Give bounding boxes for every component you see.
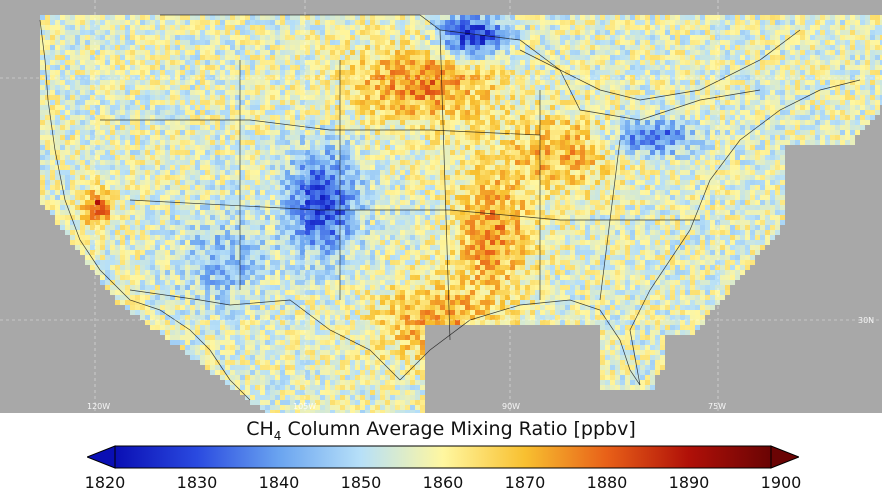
colorbar-title-subscript: 4 — [273, 428, 282, 443]
colorbar-low-extend-arrow — [87, 445, 116, 469]
us-coastline-west — [39, 19, 251, 401]
map-canvas — [0, 0, 882, 413]
graticule-label-90w: 90W — [502, 402, 521, 411]
colorbar-high-extend-arrow — [770, 445, 799, 469]
us-coastline-east — [629, 79, 861, 386]
graticule-label-75w: 75W — [708, 402, 727, 411]
graticule-label-105w: 105W — [293, 402, 317, 411]
great-lakes — [519, 49, 761, 121]
colorbar-tick-1840: 1840 — [258, 473, 300, 492]
colorbar-tick-1900: 1900 — [760, 473, 802, 492]
colorbar-title-prefix: CH — [246, 418, 274, 440]
colorbar — [87, 445, 799, 469]
us-mexico-border — [129, 289, 401, 381]
colorbar-title: CH4 Column Average Mixing Ratio [ppbv] — [0, 418, 882, 443]
colorbar-title-suffix: Column Average Mixing Ratio [ppbv] — [281, 418, 636, 440]
state-line — [439, 29, 451, 341]
graticule-label-30n: 30N — [858, 316, 875, 325]
state-line — [599, 139, 621, 301]
colorbar-tick-1860: 1860 — [422, 473, 464, 492]
graticule — [0, 0, 882, 413]
graticule-label-120w: 120W — [87, 402, 111, 411]
colorbar-tick-1880: 1880 — [586, 473, 628, 492]
colorbar-tick-1890: 1890 — [668, 473, 710, 492]
colorbar-gradient-bar — [114, 445, 772, 469]
colorbar-tick-1870: 1870 — [504, 473, 546, 492]
gulf-coast — [399, 299, 641, 386]
state-line — [100, 119, 541, 136]
methane-map: 120W 105W 90W 75W 30N — [0, 0, 882, 413]
state-line — [129, 199, 700, 221]
colorbar-tick-1820: 1820 — [84, 473, 126, 492]
state-boundaries — [39, 14, 861, 401]
colorbar-tick-1830: 1830 — [176, 473, 218, 492]
colorbar-tick-1850: 1850 — [340, 473, 382, 492]
methane-data-cells — [40, 15, 882, 413]
us-canada-border — [160, 14, 801, 101]
